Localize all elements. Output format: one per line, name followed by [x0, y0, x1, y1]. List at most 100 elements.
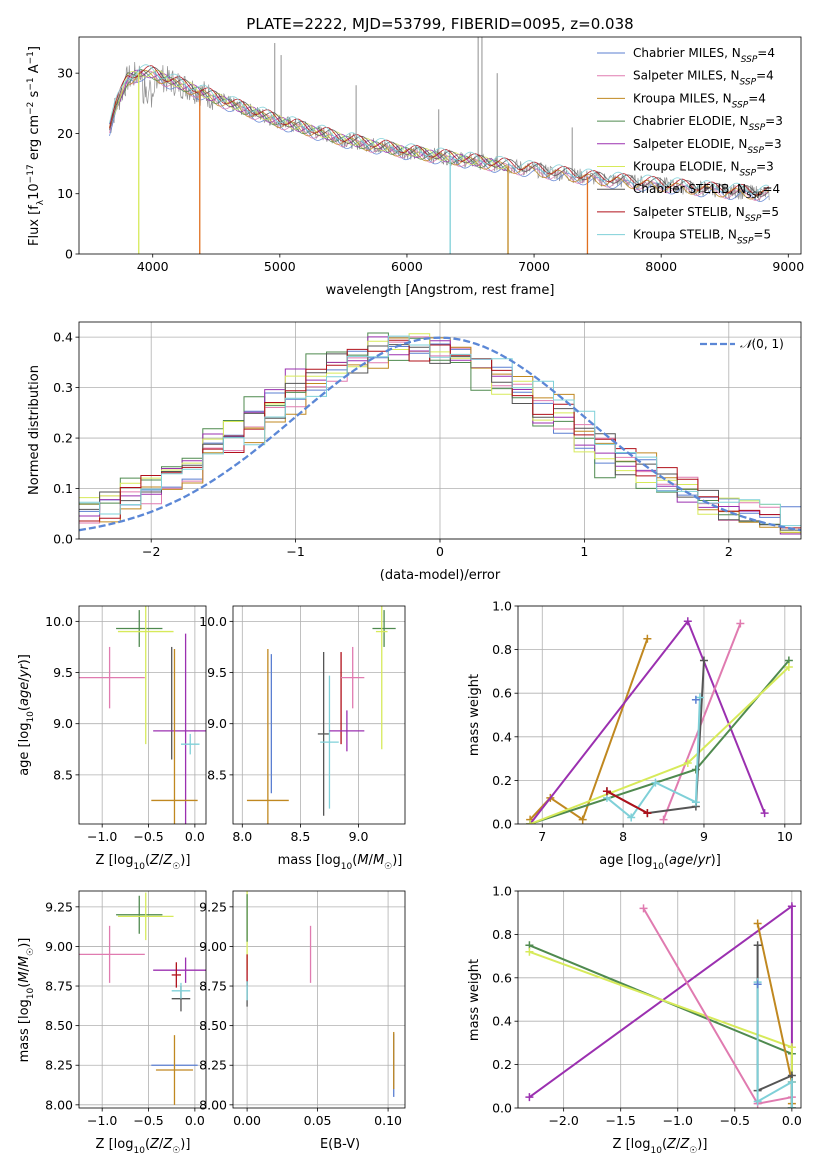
axes-frame — [517, 605, 802, 825]
weight-point — [683, 758, 692, 767]
weight-point — [651, 778, 660, 787]
normal-curve — [79, 336, 801, 532]
age_vs_Z-marks — [79, 606, 206, 824]
x-tick-label: 9 — [700, 829, 708, 844]
y-tick-label: 8.75 — [199, 979, 227, 994]
y-tick-label: 8.5 — [207, 767, 227, 782]
mass_vs_Z-panel: −1.0 −0.5 0.0 8.00 8.25 8.50 8.75 9.00 9.25 Z [lo… — [17, 890, 207, 1156]
y-tick-label: 8.25 — [45, 1058, 73, 1073]
model-spectrum — [109, 66, 769, 197]
legend-label: Chabrier MILES, NSSP=4 — [633, 46, 775, 65]
weight-point — [627, 813, 636, 822]
y-tick-label: 10.0 — [45, 614, 73, 629]
weight-line — [529, 950, 793, 1108]
x-tick-label: −1.0 — [87, 1113, 117, 1128]
weight-point — [526, 820, 535, 824]
y-tick-label: 0.1 — [53, 481, 73, 496]
x-tick-label: 7000 — [518, 259, 550, 274]
x-axis-label: age [log10(age/yr)] — [599, 853, 721, 872]
weight-point — [784, 663, 793, 672]
y-tick-label: 8.00 — [45, 1097, 73, 1112]
y-tick-label: 8.50 — [199, 1018, 227, 1033]
legend-label: Chabrier ELODIE, NSSP=3 — [633, 114, 783, 133]
y-tick-label: 30 — [57, 66, 73, 81]
y-tick-label: 0.4 — [492, 1014, 512, 1029]
y-tick-label: 8.00 — [199, 1097, 227, 1112]
mass_vs_EBV-panel: 0.00 0.05 0.10 8.00 8.25 8.50 8.75 9.00 9.25 E(B-… — [199, 890, 406, 1152]
x-tick-label: −1.5 — [606, 1113, 636, 1128]
weight-line — [529, 638, 649, 822]
y-tick-label: 8.75 — [45, 979, 73, 994]
legend-label: Kroupa MILES, NSSP=4 — [633, 91, 766, 110]
weight-line — [529, 659, 790, 824]
y-tick-label: 0.6 — [492, 970, 512, 985]
x-tick-label: 1 — [580, 544, 588, 559]
y-tick-label: 10.0 — [199, 614, 227, 629]
x-tick-label: 8.0 — [232, 829, 252, 844]
residual-histogram — [79, 335, 801, 527]
x-axis-label: Z [log10(Z/Z☉)] — [96, 1137, 191, 1156]
weight-point — [659, 815, 668, 824]
y-tick-label: 0.4 — [53, 330, 73, 345]
y-tick-label: 20 — [57, 126, 73, 141]
x-tick-label: −2 — [142, 544, 160, 559]
weight-point — [639, 904, 648, 913]
legend-label: Salpeter ELODIE, NSSP=3 — [633, 137, 782, 156]
y-tick-label: 8.5 — [53, 767, 73, 782]
weight-line — [756, 923, 793, 1104]
y-tick-label: 1.0 — [492, 884, 512, 899]
x-tick-label: 9000 — [772, 259, 804, 274]
weight-point — [691, 798, 700, 807]
weight-point — [683, 617, 692, 626]
y-tick-label: 9.25 — [199, 899, 227, 914]
y-tick-label: 0.4 — [492, 729, 512, 744]
x-axis-label: E(B-V) — [320, 1137, 360, 1152]
y-tick-label: 8.25 — [199, 1058, 227, 1073]
weight_vs_age-marks — [526, 617, 793, 824]
spectrum-marks — [109, 37, 770, 254]
x-tick-label: 6000 — [391, 259, 423, 274]
x-tick-label: 10 — [777, 829, 793, 844]
weight-point — [787, 1077, 796, 1086]
weight-point — [736, 619, 745, 628]
data-spectrum — [109, 61, 770, 202]
weight-point — [643, 634, 652, 643]
weight-point — [578, 815, 587, 824]
x-tick-label: 8000 — [645, 259, 677, 274]
weight-point — [787, 1043, 796, 1052]
weight-line — [642, 907, 793, 1105]
axes-frame — [78, 605, 207, 825]
x-tick-label: 9.0 — [349, 829, 369, 844]
axes-frame — [78, 890, 207, 1109]
legend-label: Salpeter STELIB, NSSP=5 — [633, 205, 779, 224]
legend-label: 𝒩(0, 1) — [740, 337, 784, 351]
x-tick-label: 0.05 — [304, 1113, 332, 1128]
x-tick-label: −2.0 — [548, 1113, 578, 1128]
y-tick-label: 0.8 — [492, 642, 512, 657]
weight_vs_Z-marks — [525, 902, 796, 1108]
x-tick-label: −1.0 — [87, 829, 117, 844]
legend-label: Kroupa STELIB, NSSP=5 — [633, 228, 771, 247]
age_vs_mass-marks — [246, 606, 396, 824]
figure-title: PLATE=2222, MJD=53799, FIBERID=0095, z=0… — [246, 15, 633, 33]
x-axis-label: wavelength [Angstrom, rest frame] — [326, 283, 555, 298]
y-axis-label: mass weight — [467, 674, 482, 756]
weight-point — [753, 919, 762, 928]
y-tick-label: 9.0 — [53, 716, 73, 731]
mass_vs_EBV-marks — [246, 891, 395, 1097]
y-tick-label: 0.0 — [53, 532, 73, 547]
residuals-panel: −2 −1 0 1 2 0.0 0.1 0.2 0.3 0.4 𝒩(0, 1) (data-model… — [27, 321, 802, 583]
weight-point — [753, 941, 762, 950]
x-tick-label: −0.5 — [133, 829, 163, 844]
weight-point — [602, 787, 611, 796]
y-tick-label: 0.0 — [492, 817, 512, 832]
y-tick-label: 8.50 — [45, 1018, 73, 1033]
y-tick-label: 1.0 — [492, 599, 512, 614]
y-tick-label: 9.25 — [45, 899, 73, 914]
x-tick-label: −1.0 — [663, 1113, 693, 1128]
y-tick-label: 0.2 — [53, 431, 73, 446]
weight-line — [529, 944, 793, 1108]
x-tick-label: 0 — [436, 544, 444, 559]
x-tick-label: −0.5 — [720, 1113, 750, 1128]
